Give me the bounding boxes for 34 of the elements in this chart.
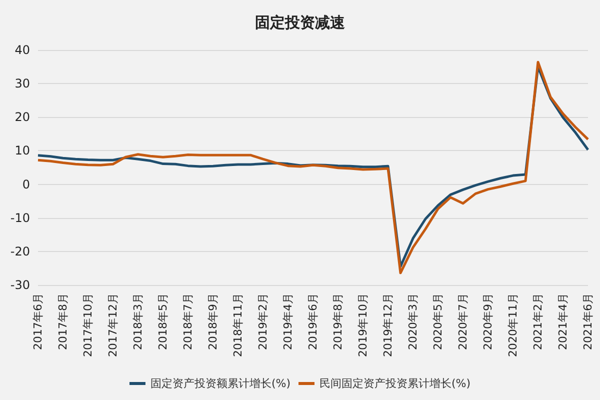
- y-tick-label: -10: [10, 210, 30, 225]
- legend-label: 民间固定资产投资累计增长(%): [320, 377, 471, 390]
- x-tick-label: 2021年4月: [556, 293, 570, 350]
- y-tick-label: 0: [22, 177, 30, 192]
- x-tick-label: 2020年3月: [406, 293, 420, 350]
- x-tick-label: 2019年8月: [332, 293, 344, 350]
- x-tick-label: 2020年5月: [432, 293, 444, 350]
- x-tick-label: 2018年3月: [132, 293, 144, 350]
- y-tick-label: 10: [14, 144, 30, 158]
- x-tick-label: 2018年9月: [206, 293, 220, 350]
- y-tick-label: 20: [14, 110, 30, 124]
- x-tick-label: 2019年4月: [282, 293, 294, 350]
- x-tick-label: 2021年6月: [582, 293, 594, 350]
- x-tick-label: 2017年12月: [106, 293, 120, 357]
- legend-label: 固定资产投资额累计增长(%): [150, 377, 291, 390]
- x-tick-label: 2019年2月: [256, 293, 270, 350]
- x-tick-label: 2018年5月: [156, 293, 170, 350]
- x-tick-label: 2021年2月: [532, 293, 544, 350]
- x-tick-label: 2017年10月: [82, 293, 94, 357]
- x-tick-label: 2020年7月: [456, 293, 470, 350]
- chart-title: 固定投资减速: [255, 14, 346, 32]
- x-tick-label: 2017年6月: [32, 293, 44, 350]
- x-tick-label: 2020年11月: [506, 293, 520, 357]
- x-tick-label: 2019年10月: [356, 293, 370, 357]
- x-tick-label: 2018年11月: [232, 293, 244, 357]
- x-tick-label: 2019年12月: [382, 293, 394, 357]
- x-tick-label: 2019年6月: [306, 293, 320, 350]
- x-tick-label: 2017年8月: [56, 293, 70, 350]
- y-tick-label: -20: [10, 244, 30, 258]
- x-tick-label: 2018年7月: [182, 293, 194, 350]
- y-tick-label: 40: [14, 43, 30, 57]
- x-tick-label: 2020年9月: [482, 293, 494, 350]
- y-tick-label: -30: [10, 278, 30, 292]
- y-tick-label: 30: [14, 76, 30, 91]
